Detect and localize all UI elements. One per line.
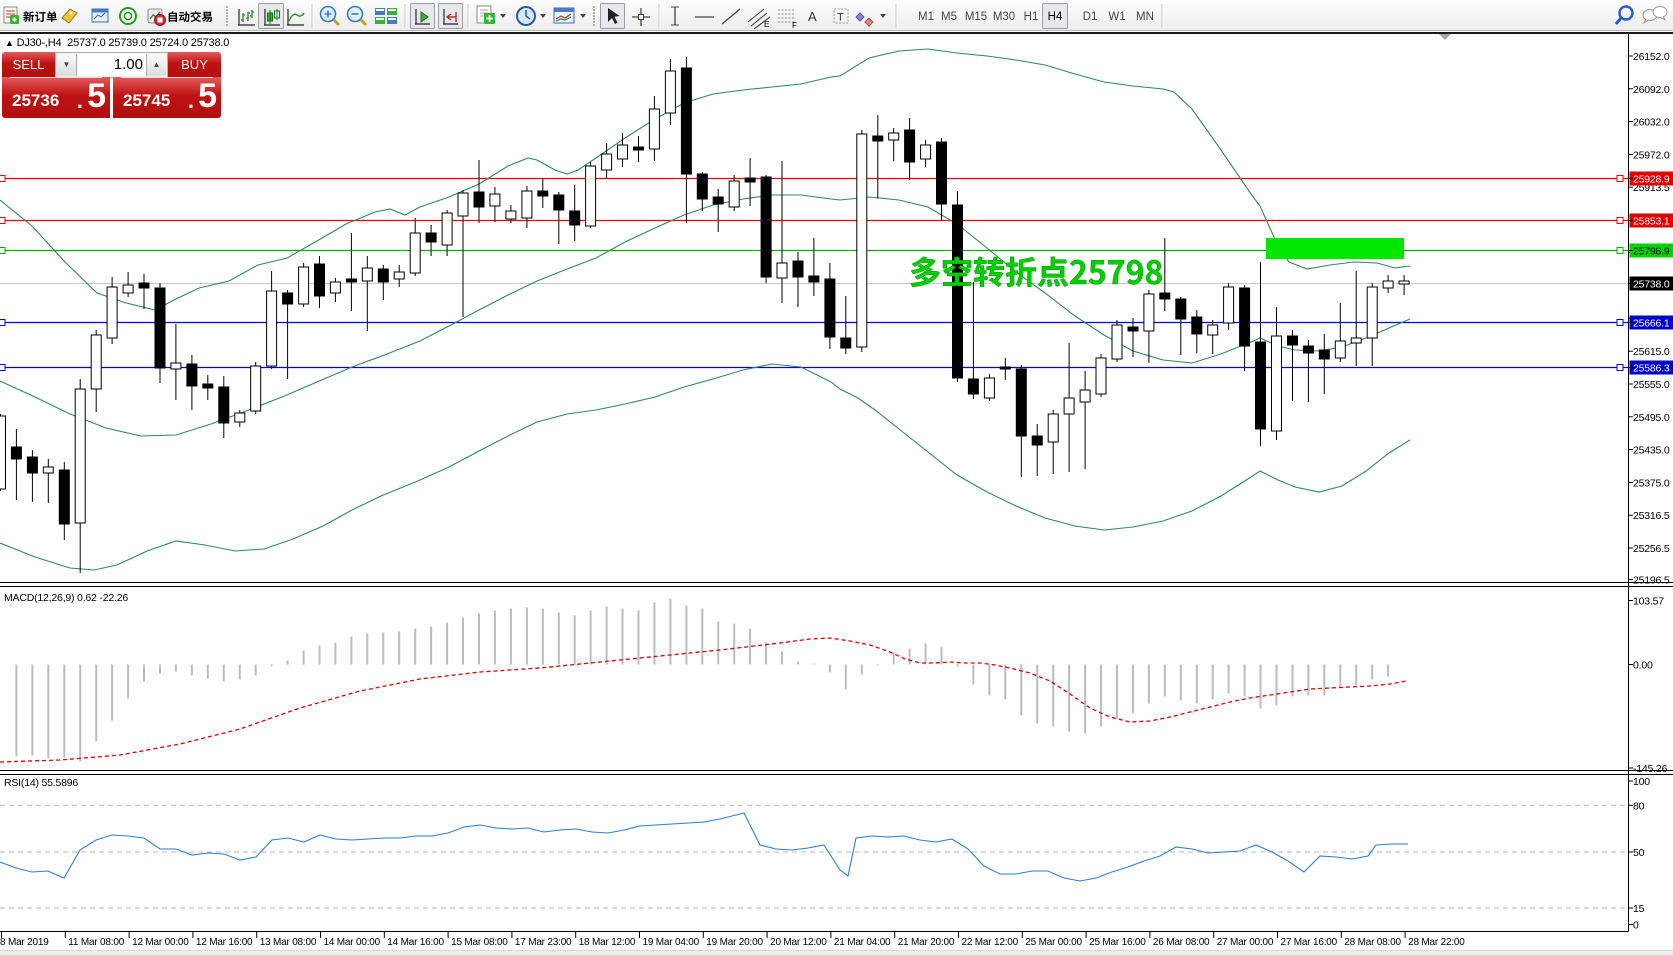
svg-text:12 Mar 00:00: 12 Mar 00:00 xyxy=(132,937,189,948)
svg-text:21 Mar 20:00: 21 Mar 20:00 xyxy=(898,937,955,948)
svg-text:18 Mar 12:00: 18 Mar 12:00 xyxy=(579,937,636,948)
svg-text:25798.9: 25798.9 xyxy=(1633,246,1670,258)
svg-text:A: A xyxy=(808,9,817,24)
svg-text:25196.5: 25196.5 xyxy=(1633,575,1670,587)
svg-text:W1: W1 xyxy=(1108,11,1125,23)
svg-text:25495.0: 25495.0 xyxy=(1633,412,1670,424)
svg-text:H1: H1 xyxy=(1024,11,1039,23)
svg-text:M30: M30 xyxy=(993,11,1015,23)
svg-text:25666.1: 25666.1 xyxy=(1633,318,1670,330)
svg-text:M1: M1 xyxy=(918,11,934,23)
svg-text:27 Mar 16:00: 27 Mar 16:00 xyxy=(1281,937,1338,948)
svg-text:M15: M15 xyxy=(965,11,987,23)
svg-text:26032.0: 26032.0 xyxy=(1633,117,1670,129)
svg-text:T: T xyxy=(837,12,844,24)
svg-text:25 Mar 16:00: 25 Mar 16:00 xyxy=(1089,937,1146,948)
svg-text:27 Mar 00:00: 27 Mar 00:00 xyxy=(1217,937,1274,948)
svg-text:25256.5: 25256.5 xyxy=(1633,543,1670,555)
svg-text:50: 50 xyxy=(1633,847,1645,859)
svg-text:25738.0: 25738.0 xyxy=(1633,279,1670,291)
svg-text:15 Mar 08:00: 15 Mar 08:00 xyxy=(451,937,508,948)
svg-text:100: 100 xyxy=(1633,776,1650,788)
svg-text:25928.9: 25928.9 xyxy=(1633,174,1670,186)
svg-text:11 Mar 08:00: 11 Mar 08:00 xyxy=(68,937,124,948)
svg-text:25853.1: 25853.1 xyxy=(1633,216,1670,228)
svg-text:D1: D1 xyxy=(1083,11,1098,23)
svg-text:H4: H4 xyxy=(1048,11,1063,23)
svg-text:25555.0: 25555.0 xyxy=(1633,379,1670,391)
svg-text:17 Mar 23:00: 17 Mar 23:00 xyxy=(515,937,572,948)
svg-text:-145.26: -145.26 xyxy=(1633,763,1668,775)
svg-text:26092.0: 26092.0 xyxy=(1633,84,1670,96)
svg-text:25435.0: 25435.0 xyxy=(1633,445,1670,457)
svg-text:28 Mar 22:00: 28 Mar 22:00 xyxy=(1408,937,1465,948)
svg-text:19 Mar 04:00: 19 Mar 04:00 xyxy=(643,937,700,948)
svg-text:M5: M5 xyxy=(941,11,957,23)
svg-text:0: 0 xyxy=(1633,920,1639,932)
svg-text:25 Mar 00:00: 25 Mar 00:00 xyxy=(1025,937,1082,948)
svg-text:14 Mar 00:00: 14 Mar 00:00 xyxy=(324,937,381,948)
svg-text:25586.3: 25586.3 xyxy=(1633,363,1670,375)
svg-text:25972.0: 25972.0 xyxy=(1633,149,1670,161)
svg-text:20 Mar 12:00: 20 Mar 12:00 xyxy=(770,937,827,948)
svg-text:25316.5: 25316.5 xyxy=(1633,510,1670,522)
svg-text:103.57: 103.57 xyxy=(1633,596,1664,608)
svg-text:80: 80 xyxy=(1633,800,1645,812)
svg-text:25615.0: 25615.0 xyxy=(1633,346,1670,358)
svg-text:25375.0: 25375.0 xyxy=(1633,477,1670,489)
svg-text:14 Mar 16:00: 14 Mar 16:00 xyxy=(387,937,444,948)
svg-text:0.00: 0.00 xyxy=(1633,660,1653,672)
svg-text:26152.0: 26152.0 xyxy=(1633,51,1670,63)
svg-text:MN: MN xyxy=(1136,11,1154,23)
svg-text:RSI(14) 55.5896: RSI(14) 55.5896 xyxy=(4,777,78,789)
svg-text:F: F xyxy=(792,21,797,30)
svg-text:21 Mar 04:00: 21 Mar 04:00 xyxy=(834,937,891,948)
svg-text:26 Mar 08:00: 26 Mar 08:00 xyxy=(1153,937,1210,948)
svg-text:15: 15 xyxy=(1633,903,1645,915)
svg-text:12 Mar 16:00: 12 Mar 16:00 xyxy=(196,937,253,948)
svg-text:28 Mar 08:00: 28 Mar 08:00 xyxy=(1344,937,1401,948)
svg-text:22 Mar 12:00: 22 Mar 12:00 xyxy=(962,937,1019,948)
svg-text:MACD(12,26,9) 0.62 -22.26: MACD(12,26,9) 0.62 -22.26 xyxy=(4,592,128,604)
svg-text:8 Mar 2019: 8 Mar 2019 xyxy=(0,937,49,948)
svg-text:E: E xyxy=(764,20,769,29)
svg-text:13 Mar 08:00: 13 Mar 08:00 xyxy=(260,937,317,948)
svg-text:19 Mar 20:00: 19 Mar 20:00 xyxy=(706,937,763,948)
